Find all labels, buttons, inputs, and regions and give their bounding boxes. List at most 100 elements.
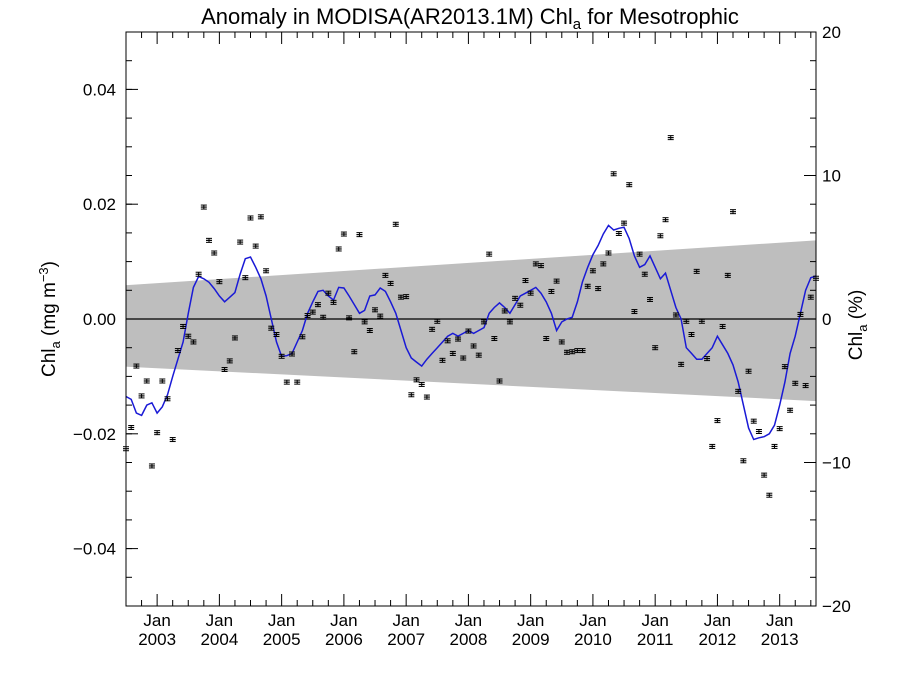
x-tick-label-year: 2004 [200, 630, 238, 649]
data-point [688, 331, 695, 337]
y-tick-label-right: 20 [822, 23, 841, 42]
data-point [174, 348, 181, 354]
data-point [444, 338, 451, 344]
x-tick-label-year: 2011 [637, 630, 674, 649]
data-point [413, 377, 420, 383]
x-tick-label-year: 2006 [325, 630, 363, 649]
data-point [351, 349, 358, 355]
data-point [283, 379, 290, 385]
y-tick-label-right: 0 [822, 310, 831, 329]
data-point [683, 318, 690, 324]
x-tick-label-month: Jan [455, 611, 482, 630]
data-point [304, 313, 311, 319]
data-point [387, 280, 394, 286]
data-point [776, 426, 783, 432]
data-point [231, 335, 238, 341]
data-point [667, 135, 674, 141]
data-point [646, 296, 653, 302]
data-point [465, 328, 472, 334]
data-point [138, 393, 145, 399]
data-point [657, 233, 664, 239]
data-point [781, 364, 788, 370]
data-point [216, 279, 223, 285]
data-point [626, 182, 633, 188]
data-point [449, 350, 456, 356]
x-tick-label-month: Jan [517, 611, 544, 630]
data-point [226, 358, 233, 364]
running-mean-line [125, 224, 817, 441]
data-point [185, 333, 192, 339]
data-point [615, 230, 622, 236]
data-point [569, 349, 576, 355]
data-point [392, 221, 399, 227]
data-point [787, 407, 794, 413]
x-tick-label-year: 2007 [387, 630, 425, 649]
data-point [257, 214, 264, 220]
y-tick-label-right: 10 [822, 167, 841, 186]
data-point [636, 251, 643, 257]
data-point [631, 309, 638, 315]
data-point [709, 443, 716, 449]
data-point [600, 261, 607, 267]
data-point [408, 392, 415, 398]
x-tick-label-month: Jan [143, 611, 170, 630]
y-tick-label-left: −0.02 [73, 425, 116, 444]
data-point [325, 290, 332, 296]
data-point [548, 288, 555, 294]
running-mean-layer [125, 224, 817, 441]
data-point [714, 418, 721, 424]
data-point [148, 463, 155, 469]
data-point [309, 309, 316, 315]
y-tick-label-left: 0.02 [83, 195, 116, 214]
data-point [434, 318, 441, 324]
data-point [423, 394, 430, 400]
data-point [698, 318, 705, 324]
data-point [496, 378, 503, 384]
data-point [154, 430, 161, 436]
data-point [563, 349, 570, 355]
data-point [164, 396, 171, 402]
data-point [403, 294, 410, 300]
data-point [455, 336, 462, 342]
x-tick-label-month: Jan [641, 611, 668, 630]
x-tick-label-year: 2013 [761, 630, 799, 649]
data-point [792, 380, 799, 386]
data-point [335, 246, 342, 252]
data-point [512, 295, 519, 301]
data-point [678, 361, 685, 367]
x-tick-label-month: Jan [766, 611, 793, 630]
data-point [169, 437, 176, 443]
data-point [470, 343, 477, 349]
uncertainty-band-layer [126, 240, 816, 402]
data-point [522, 278, 529, 284]
data-point [491, 336, 498, 342]
data-point [289, 351, 296, 357]
data-point [517, 302, 524, 308]
data-point [361, 319, 368, 325]
data-point [797, 311, 804, 317]
axes-layer: 0.040.020.00−0.02−0.0420100−10−20Jan2003… [73, 23, 851, 649]
data-point [382, 272, 389, 278]
data-point [268, 325, 275, 331]
data-point [242, 275, 249, 281]
data-point [366, 327, 373, 333]
data-point [372, 307, 379, 313]
data-point [584, 283, 591, 289]
x-tick-label-year: 2012 [699, 630, 737, 649]
data-point [527, 290, 534, 296]
data-point [595, 286, 602, 292]
x-tick-label-year: 2009 [512, 630, 550, 649]
data-point [480, 319, 487, 325]
data-point [273, 331, 280, 337]
data-point [766, 492, 773, 498]
data-point [724, 272, 731, 278]
data-point [314, 302, 321, 308]
data-point [294, 379, 301, 385]
data-point [761, 472, 768, 478]
data-point [589, 268, 596, 274]
data-point [729, 209, 736, 215]
data-point [735, 388, 742, 394]
data-point [159, 378, 166, 384]
data-point [195, 271, 202, 277]
x-tick-label-year: 2003 [138, 630, 176, 649]
